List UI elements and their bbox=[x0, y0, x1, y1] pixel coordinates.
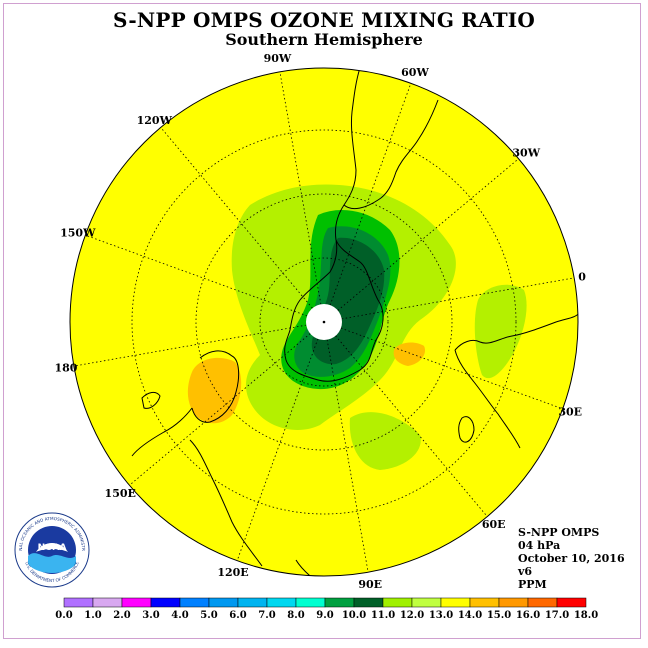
image-frame bbox=[3, 3, 641, 639]
legend-label: 4.0 bbox=[171, 610, 188, 621]
legend-label: 10.0 bbox=[342, 610, 366, 621]
disk-outline bbox=[69, 67, 579, 577]
noaa-logo: NOAA NATIONAL OCEANIC AND ATMOSPHERIC AD… bbox=[14, 512, 90, 588]
longitude-label: 0 bbox=[578, 271, 586, 284]
legend-label: 7.0 bbox=[258, 610, 275, 621]
legend-swatch bbox=[324, 597, 355, 608]
longitude-label: 150W bbox=[60, 226, 96, 239]
legend-swatch bbox=[382, 597, 413, 608]
legend-label: 13.0 bbox=[429, 610, 453, 621]
legend-swatch bbox=[179, 597, 210, 608]
legend-label: 17.0 bbox=[545, 610, 569, 621]
longitude-label: 60W bbox=[401, 66, 429, 79]
legend-label: 2.0 bbox=[113, 610, 130, 621]
legend-swatch bbox=[295, 597, 326, 608]
longitude-label: 120W bbox=[137, 114, 173, 127]
meridian-line bbox=[341, 277, 575, 320]
contour-light-green-east bbox=[474, 284, 527, 379]
south-pole-dot bbox=[322, 320, 326, 324]
meridian-lines bbox=[73, 71, 575, 573]
longitude-label: 150E bbox=[105, 487, 136, 500]
longitude-label: 90W bbox=[264, 52, 292, 65]
legend-label: 15.0 bbox=[487, 610, 511, 621]
legend-swatch bbox=[208, 597, 239, 608]
legend-label: 18.0 bbox=[574, 610, 598, 621]
noaa-logo-text: NOAA bbox=[38, 543, 67, 553]
legend-label: 8.0 bbox=[287, 610, 304, 621]
legend-swatch bbox=[556, 597, 587, 608]
legend-swatch bbox=[411, 597, 442, 608]
coastlines bbox=[131, 68, 578, 576]
info-date: October 10, 2016 bbox=[518, 552, 625, 565]
longitude-label: 30E bbox=[558, 406, 582, 419]
meridian-line bbox=[335, 335, 488, 517]
legend-label: 11.0 bbox=[371, 610, 395, 621]
legend-label: 5.0 bbox=[200, 610, 217, 621]
legend-label: 0.0 bbox=[55, 610, 72, 621]
legend-swatch bbox=[266, 597, 297, 608]
contour-light-green-spot bbox=[274, 229, 285, 239]
legend-label: 12.0 bbox=[400, 610, 424, 621]
meridian-line bbox=[279, 71, 322, 305]
legend-swatch bbox=[498, 597, 529, 608]
meridian-line bbox=[129, 333, 311, 486]
legend-swatch bbox=[440, 597, 471, 608]
meridian-line bbox=[160, 127, 313, 309]
meridian-line bbox=[236, 338, 319, 561]
legend-label: 6.0 bbox=[229, 610, 246, 621]
meridian-line bbox=[337, 158, 519, 311]
legend-swatch bbox=[121, 597, 152, 608]
meridian-line bbox=[326, 339, 369, 573]
map-title: S-NPP OMPS OZONE MIXING RATIO bbox=[113, 8, 535, 32]
legend-label: 9.0 bbox=[316, 610, 333, 621]
legend-swatch bbox=[92, 597, 123, 608]
longitude-labels: 90W 60W 30W 0 30E 60E 90E 120E 150E 180 150W 120W bbox=[54, 52, 586, 591]
legend-label: 14.0 bbox=[458, 610, 482, 621]
longitude-label: 60E bbox=[482, 518, 506, 531]
info-block: S-NPP OMPS 04 hPa October 10, 2016 v6 PP… bbox=[518, 526, 625, 591]
meridian-line bbox=[340, 327, 563, 410]
contour-light-green-south bbox=[349, 412, 421, 470]
legend-swatch bbox=[353, 597, 384, 608]
info-version: v6 bbox=[518, 565, 533, 578]
legend-swatch bbox=[469, 597, 500, 608]
legend-label: 3.0 bbox=[142, 610, 159, 621]
info-level: 04 hPa bbox=[518, 539, 561, 552]
contour-orange-east bbox=[393, 342, 426, 366]
meridian-line bbox=[73, 324, 307, 367]
meridian-line bbox=[85, 234, 308, 317]
color-legend: 0.0 1.0 2.0 3.0 4.0 5.0 6.0 7.0 8.0 9.0 10.0 11.0 12… bbox=[55, 597, 598, 621]
info-instrument: S-NPP OMPS bbox=[518, 526, 600, 539]
legend-label: 16.0 bbox=[516, 610, 540, 621]
map-subtitle: Southern Hemisphere bbox=[225, 30, 423, 49]
latitude-circles bbox=[131, 129, 517, 515]
info-units: PPM bbox=[518, 578, 547, 591]
meridian-line bbox=[329, 83, 412, 306]
legend-swatch bbox=[150, 597, 181, 608]
longitude-label: 120E bbox=[217, 566, 248, 579]
legend-swatch bbox=[527, 597, 558, 608]
legend-swatch bbox=[63, 597, 94, 608]
longitude-label: 30W bbox=[512, 146, 540, 159]
longitude-label: 180 bbox=[54, 361, 77, 374]
legend-swatch bbox=[237, 597, 268, 608]
legend-label: 1.0 bbox=[84, 610, 101, 621]
longitude-label: 90E bbox=[358, 578, 382, 591]
